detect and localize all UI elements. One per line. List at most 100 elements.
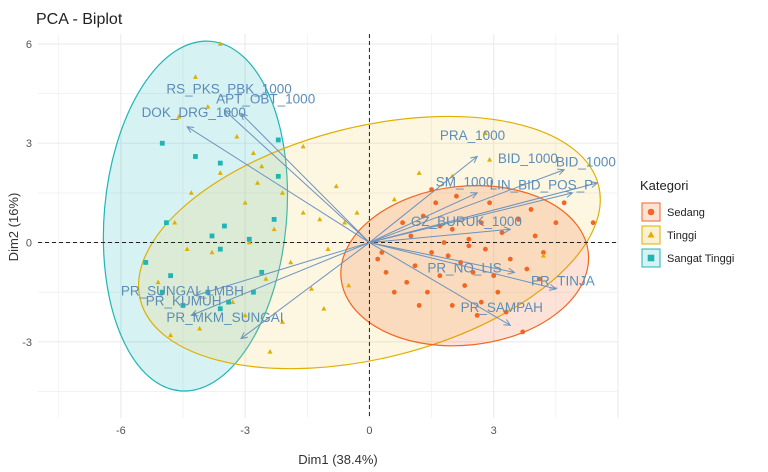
point-tinggi <box>300 210 306 215</box>
legend-label: Sangat Tinggi <box>667 253 734 265</box>
point-sangat-tinggi <box>275 137 281 143</box>
arrow-line <box>240 242 370 339</box>
point-sedang <box>412 263 418 269</box>
x-axis-title: Dim1 (38.4%) <box>298 452 377 467</box>
point-tinggi <box>209 249 215 255</box>
point-sedang <box>536 276 542 282</box>
point-tinggi <box>205 104 211 109</box>
point-sangat-tinggi <box>246 236 252 242</box>
y-tick-label: -3 <box>22 337 32 349</box>
point-sedang <box>503 309 509 315</box>
point-sedang <box>375 256 381 262</box>
point-sedang <box>408 233 414 239</box>
point-sangat-tinggi <box>209 233 215 239</box>
y-tick-label: 6 <box>26 39 32 51</box>
variable-label: PR_MKM_SUNGAI <box>166 310 283 325</box>
point-tinggi <box>230 299 236 304</box>
legend-label: Sedang <box>667 207 705 219</box>
legend-marker <box>647 208 655 216</box>
x-tick-label: 0 <box>366 425 372 437</box>
arrow-line <box>369 242 556 290</box>
point-tinggi <box>176 114 182 119</box>
point-sedang <box>495 289 501 295</box>
point-sangat-tinggi <box>159 289 165 295</box>
point-tinggi <box>308 286 314 291</box>
arrow-line <box>369 169 565 244</box>
point-sedang <box>416 303 422 308</box>
point-sedang <box>516 216 521 222</box>
arrow-head <box>190 309 199 317</box>
point-sedang <box>561 200 567 206</box>
arrow-head <box>503 319 512 326</box>
legend-title: Kategori <box>640 178 689 193</box>
point-tinggi <box>172 219 178 225</box>
point-sedang <box>590 220 596 226</box>
point-sedang <box>433 200 439 206</box>
variable-label: BID_1000 <box>498 151 558 166</box>
point-tinggi <box>197 325 203 331</box>
arrow-head <box>194 290 203 298</box>
arrow-line <box>240 113 370 243</box>
point-sangat-tinggi <box>164 220 169 226</box>
variable-label: PR_TINJA <box>531 274 595 289</box>
y-axis-title: Dim2 (16%) <box>6 193 21 262</box>
point-sangat-tinggi <box>226 299 231 305</box>
tick-labels: -6 -3 0 3 6 3 0 -3 <box>22 39 497 437</box>
point-sedang <box>437 273 443 279</box>
variable-label: APT_OBT_1000 <box>216 92 315 107</box>
arrow-head <box>565 190 574 198</box>
point-sangat-tinggi <box>217 306 223 312</box>
variable-label: GZ_BURUK_1000 <box>411 214 522 229</box>
point-tinggi <box>325 246 331 251</box>
point-sedang <box>429 187 434 192</box>
variable-label: DOK_DRG_1000 <box>142 105 246 120</box>
point-tinggi <box>321 306 327 311</box>
point-tinggi <box>259 163 265 169</box>
point-sedang <box>470 269 476 275</box>
legend-marker <box>647 254 655 262</box>
arrow-line <box>224 109 370 243</box>
point-tinggi <box>482 130 488 136</box>
x-tick-label: -3 <box>240 425 250 437</box>
point-tinggi <box>192 74 198 79</box>
point-sangat-tinggi <box>275 173 281 179</box>
point-sangat-tinggi <box>222 223 227 229</box>
arrow-head <box>507 267 516 275</box>
point-tinggi <box>279 190 285 195</box>
point-tinggi <box>540 253 546 258</box>
variable-label: PR_NO_LIS <box>427 260 501 275</box>
point-sangat-tinggi <box>193 154 198 159</box>
arrow-line <box>195 242 370 296</box>
chart-title: PCA - Biplot <box>36 11 123 28</box>
data-points <box>143 41 596 354</box>
point-tinggi <box>184 246 190 251</box>
point-sedang <box>483 246 488 252</box>
point-tinggi <box>391 196 397 202</box>
point-tinggi <box>255 180 261 185</box>
y-tick-label: 0 <box>26 238 32 250</box>
arrow-head <box>470 192 479 199</box>
point-sedang <box>541 250 546 255</box>
point-sangat-tinggi <box>259 269 265 275</box>
ellipse-sangat-tinggi <box>102 40 289 392</box>
point-sangat-tinggi <box>159 140 165 146</box>
point-sedang <box>391 289 397 295</box>
point-sedang <box>478 220 484 226</box>
point-sedang <box>487 200 492 206</box>
point-sedang <box>491 273 497 279</box>
variable-label: PR_SAMPAH <box>461 300 543 315</box>
point-tinggi <box>234 133 240 139</box>
arrow-head <box>186 126 195 133</box>
point-sangat-tinggi <box>271 216 277 222</box>
arrow-line <box>369 242 515 273</box>
y-tick-label: 3 <box>26 138 32 150</box>
point-sangat-tinggi <box>217 246 223 252</box>
variable-label: LIN_BID_POS_P <box>490 178 594 193</box>
point-tinggi <box>300 143 306 149</box>
point-sedang <box>499 230 505 236</box>
point-sedang <box>454 193 459 199</box>
point-sedang <box>466 236 472 242</box>
arrow-head <box>557 168 566 176</box>
point-sedang <box>449 303 455 308</box>
